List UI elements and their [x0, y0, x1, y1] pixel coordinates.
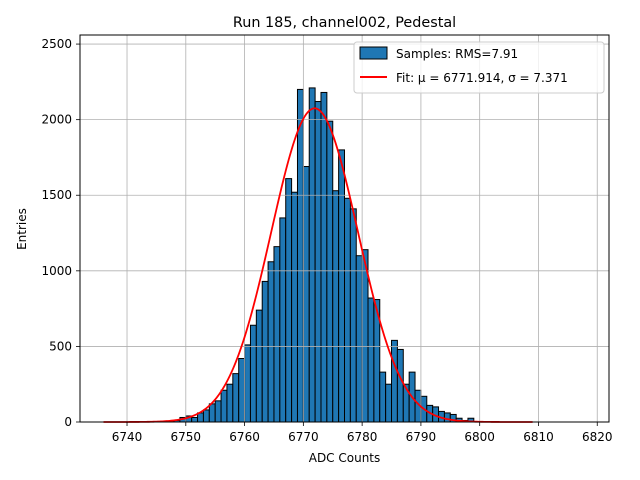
histogram-bar: [391, 339, 398, 423]
histogram-bar: [314, 101, 322, 423]
histogram-bar: [291, 191, 298, 423]
histogram-bar: [443, 412, 451, 423]
x-axis-ticks: 6740 6750 6760 6770 6780 6790 6800 6810 6820: [112, 422, 613, 444]
histogram-bar: [308, 87, 316, 423]
histogram-bar: [285, 178, 293, 423]
y-axis-label: Entries: [15, 208, 29, 250]
histogram-bar: [232, 373, 240, 423]
histogram-bar: [302, 166, 310, 423]
histogram-bar: [255, 309, 263, 423]
y-axis-ticks: 0 500 1000 1500 2000 2500: [41, 37, 80, 429]
legend-histogram-swatch: [359, 46, 388, 60]
histogram-bar: [208, 403, 216, 423]
histogram-bar: [238, 358, 246, 423]
x-tick-label: 6810: [523, 430, 554, 444]
y-tick-label: 500: [49, 339, 72, 353]
histogram-bar: [338, 149, 346, 423]
y-tick-label: 1000: [41, 264, 72, 278]
histogram-bar: [296, 88, 304, 423]
x-tick-label: 6740: [112, 430, 143, 444]
histogram-bar: [349, 208, 357, 423]
y-tick-label: 1500: [41, 188, 72, 202]
histogram-bar: [385, 383, 393, 423]
histogram-bar: [361, 249, 369, 423]
legend-histogram-label: Samples: RMS=7.91: [396, 47, 518, 61]
histogram-bar: [261, 280, 269, 423]
x-tick-label: 6770: [288, 430, 319, 444]
histogram-bar: [326, 120, 334, 423]
legend-box: [353, 41, 605, 94]
y-tick-label: 0: [64, 415, 72, 429]
histogram-bar: [273, 246, 281, 423]
x-axis-label: ADC Counts: [309, 451, 381, 465]
plot-area: 6740 6750 6760 6770 6780 6790 6800 6810 6820 0 500…: [41, 34, 613, 444]
histogram-bar: [191, 416, 199, 423]
x-tick-label: 6750: [171, 430, 202, 444]
chart-title: Run 185, channel002, Pedestal: [233, 15, 456, 31]
x-tick-label: 6820: [582, 430, 613, 444]
x-tick-label: 6790: [406, 430, 437, 444]
histogram-bar: [279, 217, 287, 423]
histogram-bar: [249, 324, 257, 423]
fit-curve: [103, 107, 533, 423]
x-tick-label: 6780: [347, 430, 378, 444]
histogram-bar: [396, 348, 404, 423]
histogram-bar: [244, 344, 251, 423]
histogram-bar: [332, 190, 340, 423]
histogram-bar: [355, 255, 363, 423]
histogram-bar: [220, 389, 228, 423]
legend: Samples: RMS=7.91 Fit: μ = 6771.914, σ =…: [353, 41, 605, 94]
x-tick-label: 6800: [464, 430, 495, 444]
histogram-bar: [226, 383, 234, 423]
y-tick-label: 2500: [41, 37, 72, 51]
histogram-bar: [202, 409, 210, 423]
y-tick-label: 2000: [41, 113, 72, 127]
axes-frame: [79, 34, 610, 423]
x-tick-label: 6760: [229, 430, 260, 444]
histogram-bar: [267, 261, 275, 423]
legend-fit-label: Fit: μ = 6771.914, σ = 7.371: [396, 71, 568, 85]
histogram-bar: [344, 197, 351, 423]
histogram-bar: [320, 91, 328, 423]
histogram-bar: [367, 297, 375, 423]
histogram-bar: [214, 400, 222, 423]
histogram-bar: [379, 371, 387, 423]
